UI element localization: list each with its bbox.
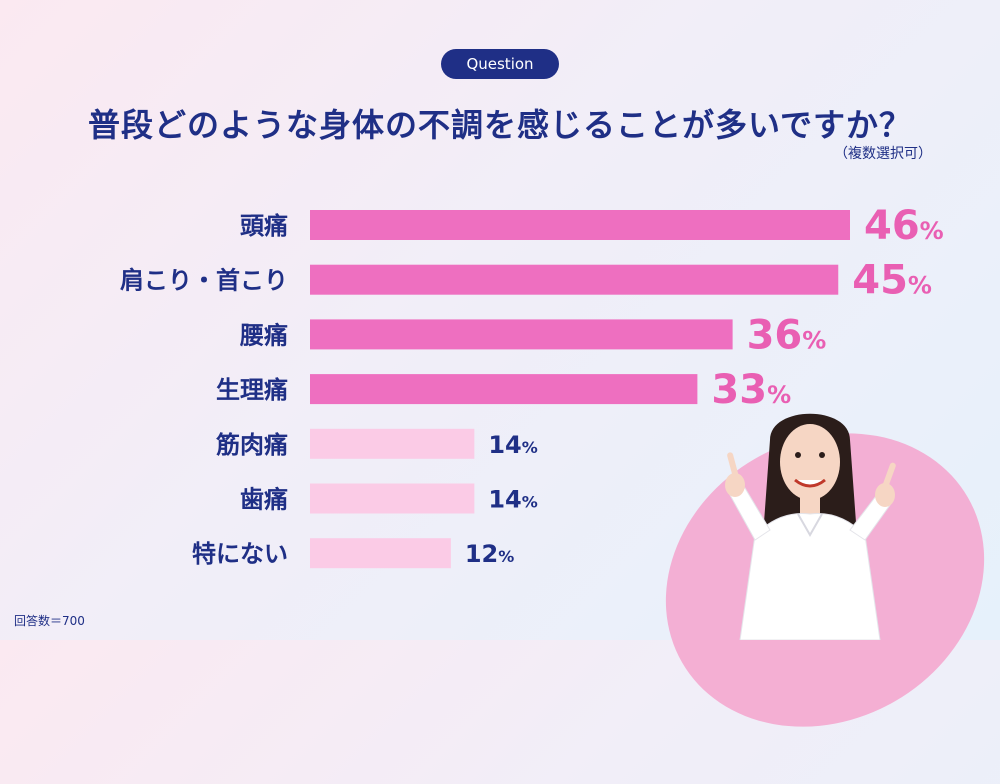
category-label: 腰痛 xyxy=(239,321,288,349)
bar xyxy=(310,483,475,514)
value-label: 36% xyxy=(747,312,827,358)
category-label: 歯痛 xyxy=(240,486,288,514)
category-label: 肩こり・首こり xyxy=(120,267,288,295)
bar xyxy=(310,374,698,405)
respondent-count: 回答数＝700 xyxy=(14,614,85,628)
bar-chart: 頭痛 46% 肩こり・首こり 45% 腰痛 36% 生理痛 33% 筋肉痛 14% 歯痛 14% 特にな… xyxy=(120,203,944,569)
value-label: 33% xyxy=(711,367,791,413)
page-title: 普段どのような身体の不調を感じることが多いですか？ xyxy=(87,106,913,144)
value-label: 12% xyxy=(465,540,514,568)
bar xyxy=(310,319,733,350)
bar xyxy=(310,428,475,459)
bar xyxy=(310,210,850,240)
bar xyxy=(310,538,451,569)
category-label: 生理痛 xyxy=(216,376,288,404)
bar xyxy=(310,264,839,295)
category-label: 頭痛 xyxy=(240,212,288,240)
value-label: 45% xyxy=(852,258,932,304)
question-badge: Question xyxy=(441,49,559,79)
value-label: 46% xyxy=(864,203,944,249)
category-label: 特にない xyxy=(192,540,288,568)
value-label: 14% xyxy=(488,431,537,459)
value-label: 14% xyxy=(488,486,537,514)
multiple-choice-note: （複数選択可） xyxy=(834,146,932,162)
woman-pointing-illustration xyxy=(725,413,896,640)
category-label: 筋肉痛 xyxy=(215,431,288,459)
